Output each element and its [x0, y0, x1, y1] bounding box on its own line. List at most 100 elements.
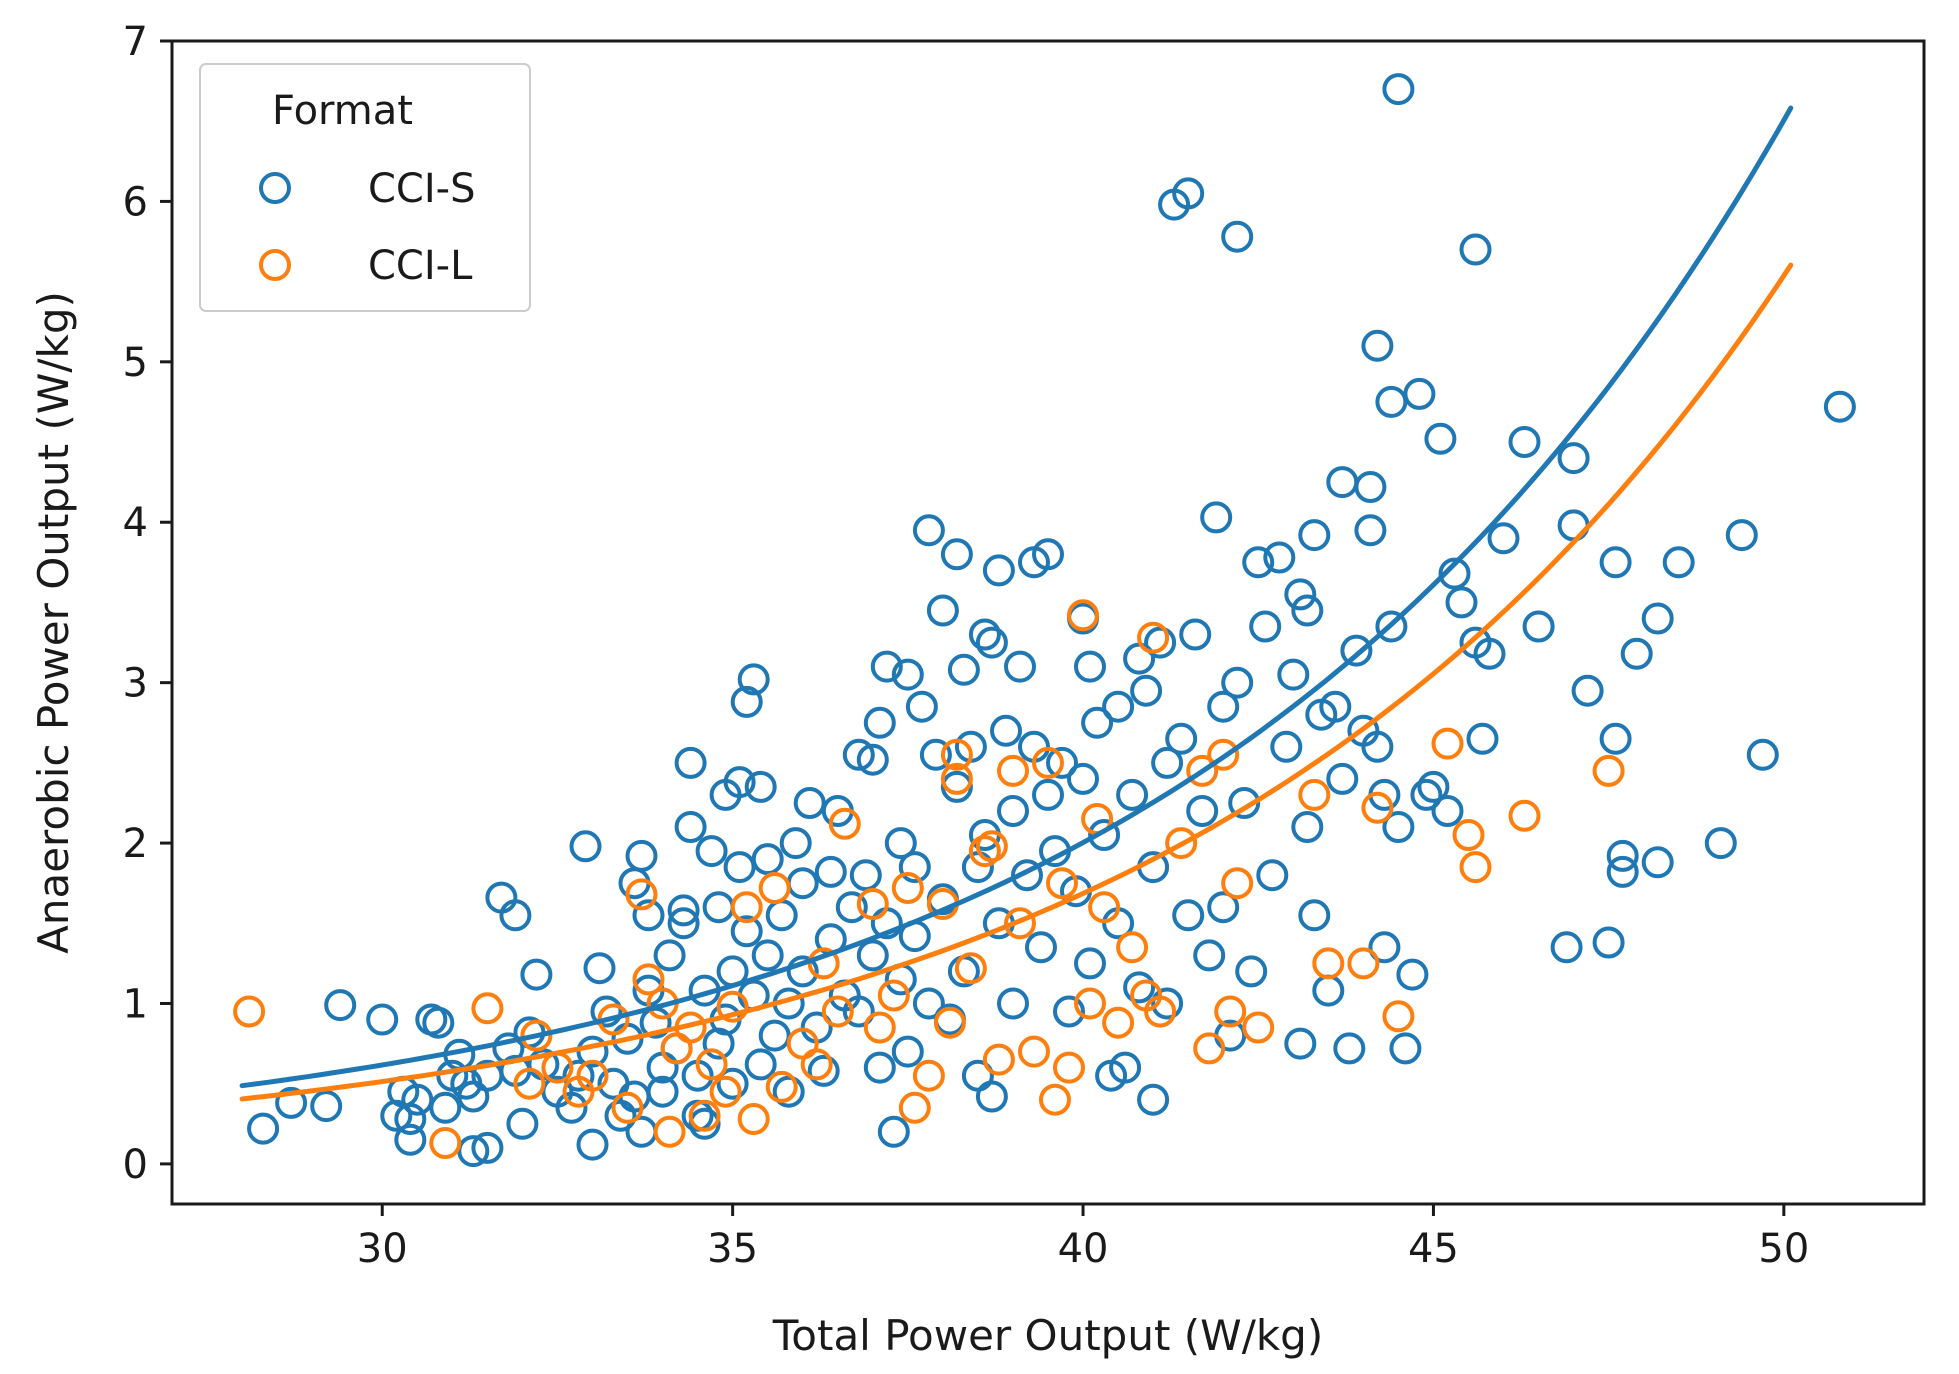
data-point-cci-s: [730, 915, 763, 948]
data-point-cci-l: [940, 762, 973, 795]
data-point-cci-s: [1249, 610, 1282, 643]
data-point-cci-s: [1074, 650, 1106, 683]
data-point-cci-l: [1221, 867, 1254, 900]
data-point-cci-s: [863, 706, 896, 739]
x-axis-title: Total Power Output (W/kg): [772, 1311, 1323, 1360]
data-point-cci-l: [709, 1075, 742, 1108]
data-point-cci-l: [1018, 1035, 1050, 1068]
data-point-cci-s: [1361, 730, 1394, 763]
data-point-cci-s: [1193, 939, 1226, 972]
data-point-cci-l: [1361, 791, 1394, 824]
data-point-cci-s: [401, 1083, 434, 1116]
data-point-cci-s: [779, 827, 812, 860]
data-point-cci-s: [1088, 819, 1121, 851]
data-point-cci-s: [429, 1091, 462, 1124]
data-point-cci-s: [1263, 541, 1296, 574]
data-point-cci-s: [1221, 666, 1254, 699]
data-point-cci-l: [954, 952, 987, 985]
data-point-cci-l: [821, 995, 854, 1028]
data-point-cci-s: [1508, 426, 1541, 458]
data-point-cci-s: [1032, 538, 1064, 571]
y-tick-label: 0: [123, 1142, 148, 1188]
data-point-cci-l: [975, 830, 1008, 863]
data-point-cci-s: [1410, 778, 1443, 811]
data-point-cci-s: [275, 1086, 308, 1119]
data-point-cci-s: [653, 939, 686, 972]
data-point-cci-s: [1291, 811, 1324, 843]
data-point-cci-s: [569, 830, 602, 863]
data-point-cci-s: [849, 859, 882, 892]
data-point-cci-s: [590, 995, 623, 1028]
data-point-cci-l: [1032, 746, 1064, 779]
data-point-cci-s: [555, 1091, 588, 1124]
data-point-cci-s: [310, 1090, 343, 1123]
data-point-cci-s: [1207, 690, 1240, 723]
data-point-cci-l: [1347, 947, 1380, 980]
y-tick-label: 2: [123, 821, 148, 867]
data-point-cci-s: [1130, 674, 1163, 707]
data-point-cci-l: [1053, 1051, 1085, 1084]
data-point-cci-s: [997, 987, 1029, 1020]
data-point-cci-s: [457, 1135, 490, 1168]
data-point-cci-s: [1641, 846, 1674, 879]
data-point-cci-s: [1081, 706, 1114, 739]
data-point-cci-s: [856, 939, 889, 972]
data-point-cci-s: [751, 843, 784, 876]
data-point-cci-s: [1277, 658, 1310, 691]
data-point-cci-s: [884, 827, 917, 860]
data-point-cci-s: [997, 795, 1029, 827]
data-point-cci-s: [1179, 618, 1212, 651]
data-point-cci-l: [1592, 754, 1625, 787]
data-point-cci-l: [737, 1103, 770, 1135]
plot-frame: [170, 39, 1926, 1206]
data-point-cci-s: [1375, 385, 1408, 418]
data-point-cci-s: [1200, 501, 1233, 534]
data-point-cci-l: [940, 738, 973, 771]
data-point-cci-s: [1466, 722, 1499, 755]
data-point-cci-s: [1550, 931, 1583, 964]
data-point-cci-s: [1403, 377, 1436, 410]
data-point-cci-s: [1046, 746, 1078, 779]
data-point-cci-s: [940, 538, 973, 571]
data-point-cci-s: [1123, 971, 1156, 1004]
data-point-cci-s: [422, 1006, 455, 1039]
data-point-cci-s: [744, 1048, 777, 1081]
data-point-cci-s: [1025, 931, 1057, 964]
data-point-cci-s: [1291, 594, 1324, 627]
y-tick-label: 4: [123, 500, 148, 546]
y-tick-label: 3: [123, 661, 148, 707]
data-point-cci-s: [1641, 602, 1674, 635]
data-point-cci-l: [1074, 987, 1106, 1020]
data-point-cci-s: [975, 1080, 1008, 1113]
data-point-cci-s: [1473, 637, 1506, 670]
data-point-cci-s: [1319, 690, 1352, 723]
data-point-cci-s: [744, 770, 777, 803]
data-point-cci-l: [856, 888, 889, 920]
data-point-cci-s: [1620, 637, 1653, 670]
data-point-cci-s: [674, 746, 707, 779]
data-point-cci-s: [772, 1075, 805, 1108]
data-point-cci-s: [1032, 778, 1064, 811]
data-point-cci-l: [1067, 599, 1099, 632]
data-point-cci-s: [1221, 220, 1254, 253]
data-point-cci-s: [856, 743, 889, 776]
data-point-cci-s: [1228, 787, 1261, 819]
legend-title: Format: [272, 88, 413, 134]
data-point-cci-l: [898, 1091, 931, 1124]
data-point-cci-s: [562, 1059, 595, 1092]
data-point-cci-s: [324, 989, 357, 1022]
data-point-cci-s: [1361, 329, 1394, 362]
data-point-cci-s: [723, 851, 756, 884]
data-point-cci-s: [1270, 730, 1303, 763]
data-point-cci-s: [1298, 899, 1331, 932]
data-point-cci-l: [233, 995, 266, 1028]
data-point-cci-s: [877, 1115, 910, 1148]
data-point-cci-s: [982, 554, 1015, 587]
data-point-cci-l: [1088, 891, 1121, 924]
data-point-cci-s: [870, 650, 903, 683]
data-point-cci-s: [730, 685, 763, 718]
data-point-cci-l: [1165, 827, 1198, 860]
data-point-cci-s: [1746, 738, 1779, 771]
data-point-cci-s: [1116, 778, 1149, 811]
data-point-cci-l: [1214, 995, 1247, 1028]
